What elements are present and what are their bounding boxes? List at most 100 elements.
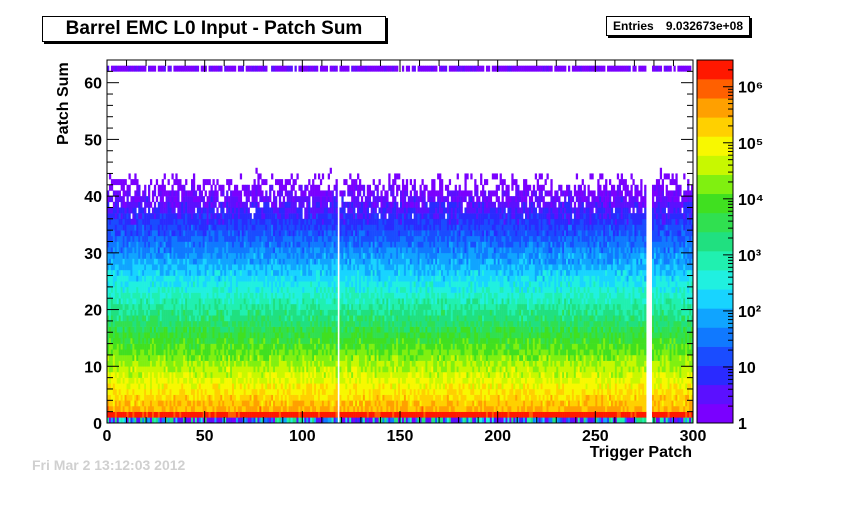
heatmap-cell <box>112 383 116 390</box>
heatmap-cell <box>237 286 241 293</box>
heatmap-cell <box>261 337 264 344</box>
heatmap-cell <box>179 264 182 271</box>
heatmap-cell <box>177 309 180 316</box>
heatmap-cell <box>151 343 155 350</box>
heatmap-cell <box>183 292 186 299</box>
heatmap-cell <box>159 235 162 242</box>
heatmap-cell <box>185 366 188 373</box>
heatmap-cell <box>144 400 147 407</box>
heatmap-cell <box>321 252 325 259</box>
heatmap-cell <box>142 320 145 327</box>
heatmap-cell <box>329 65 332 72</box>
heatmap-cell <box>134 366 137 373</box>
heatmap-cell <box>222 417 225 424</box>
heatmap-cell <box>251 411 254 418</box>
heatmap-cell <box>204 309 207 316</box>
heatmap-cell <box>273 354 276 361</box>
heatmap-cell <box>220 332 223 339</box>
heatmap-cell <box>210 371 213 378</box>
heatmap-cell <box>122 230 125 237</box>
heatmap-cell <box>261 371 264 378</box>
heatmap-cell <box>333 388 336 395</box>
heatmap-cell <box>253 275 256 282</box>
heatmap-cell <box>169 258 172 265</box>
heatmap-cell <box>124 371 127 378</box>
heatmap-cell <box>175 332 178 339</box>
heatmap-cell <box>286 286 289 293</box>
heatmap-cell <box>304 332 307 339</box>
heatmap-cell <box>226 309 229 316</box>
heatmap-cell <box>198 377 202 384</box>
heatmap-cell <box>107 343 110 350</box>
heatmap-cell <box>206 264 209 271</box>
heatmap-cell <box>177 343 180 350</box>
heatmap-cell <box>290 394 293 401</box>
heatmap-cell <box>333 218 336 225</box>
heatmap-cell <box>298 235 301 242</box>
heatmap-cell <box>136 354 139 361</box>
heatmap-cell <box>155 264 159 271</box>
heatmap-cell <box>228 332 231 339</box>
heatmap-cell <box>112 218 116 225</box>
heatmap-cell <box>185 213 188 220</box>
heatmap-cell <box>192 354 196 361</box>
heatmap-cell <box>107 258 110 265</box>
heatmap-cell <box>187 332 190 339</box>
heatmap-cell <box>181 303 184 310</box>
heatmap-cell <box>157 303 161 310</box>
heatmap-cell <box>169 411 172 418</box>
heatmap-cell <box>255 315 258 322</box>
heatmap-cell <box>194 343 198 350</box>
heatmap-cell <box>317 269 321 276</box>
heatmap-cell <box>161 366 164 373</box>
heatmap-cell <box>189 201 192 208</box>
heatmap-cell <box>274 298 278 305</box>
heatmap-cell <box>220 360 223 367</box>
heatmap-cell <box>232 388 235 395</box>
heatmap-cell <box>304 65 307 72</box>
heatmap-cell <box>216 354 219 361</box>
heatmap-cell <box>122 411 125 418</box>
heatmap-cell <box>288 326 291 333</box>
heatmap-cell <box>200 230 204 237</box>
heatmap-cell <box>306 252 309 259</box>
heatmap-cell <box>110 179 114 186</box>
heatmap-cell <box>333 275 336 282</box>
heatmap-cell <box>122 383 125 390</box>
heatmap-cell <box>331 394 334 401</box>
heatmap-cell <box>284 377 287 384</box>
heatmap-cell <box>290 286 293 293</box>
heatmap-cell <box>204 417 207 424</box>
heatmap-cell <box>194 286 198 293</box>
heatmap-cell <box>200 417 204 424</box>
heatmap-cell <box>159 230 162 237</box>
heatmap-cell <box>249 275 252 282</box>
heatmap-cell <box>179 366 182 373</box>
heatmap-cell <box>333 65 336 72</box>
heatmap-cell <box>308 371 311 378</box>
heatmap-cell <box>163 258 166 265</box>
heatmap-cell <box>233 326 237 333</box>
heatmap-cell <box>310 275 313 282</box>
heatmap-cell <box>179 320 182 327</box>
heatmap-cell <box>267 400 270 407</box>
heatmap-cell <box>263 292 266 299</box>
heatmap-cell <box>298 264 301 271</box>
heatmap-cell <box>200 315 204 322</box>
heatmap-cell <box>167 286 170 293</box>
heatmap-cell <box>265 354 268 361</box>
heatmap-cell <box>126 405 129 412</box>
heatmap-cell <box>314 320 317 327</box>
heatmap-cell <box>149 258 153 265</box>
heatmap-cell <box>206 309 209 316</box>
heatmap-cell <box>335 343 338 350</box>
heatmap-cell <box>210 190 213 197</box>
heatmap-cell <box>300 184 303 191</box>
heatmap-cell <box>308 309 311 316</box>
heatmap-cell <box>216 213 219 220</box>
heatmap-cell <box>122 315 125 322</box>
heatmap-cell <box>216 179 219 186</box>
heatmap-cell <box>144 218 147 225</box>
heatmap-cell <box>222 411 225 418</box>
heatmap-cell <box>308 332 311 339</box>
